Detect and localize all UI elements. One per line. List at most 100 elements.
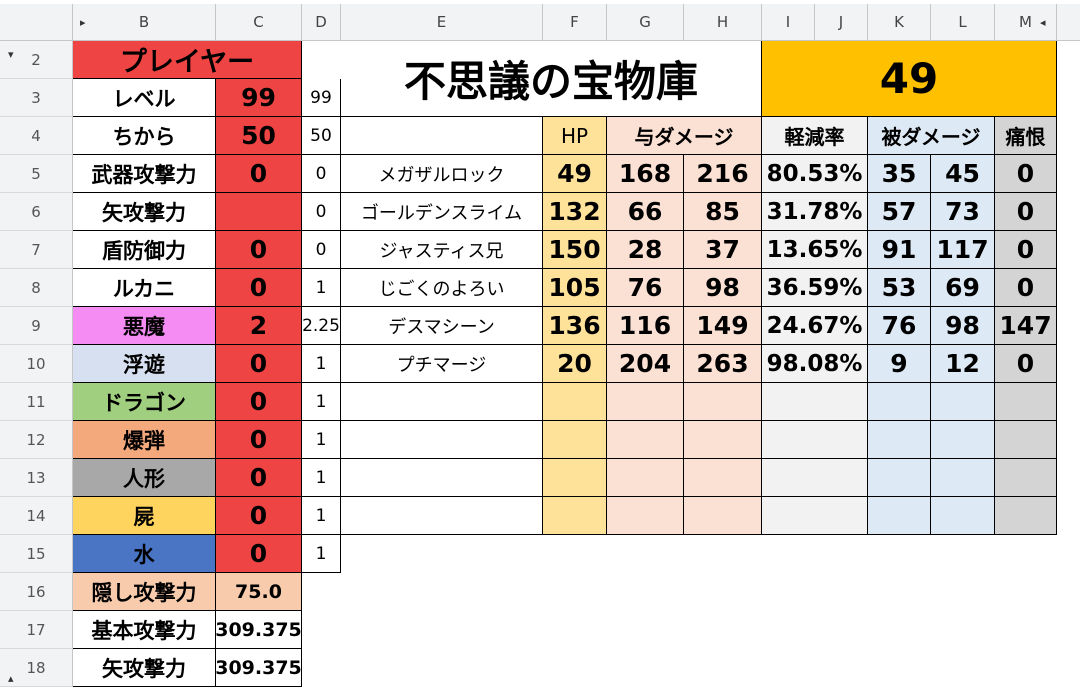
reduction-rate[interactable]: 36.59% bbox=[762, 269, 868, 307]
hidden-stat-label[interactable]: 矢攻撃力 bbox=[73, 649, 216, 687]
pain-damage[interactable] bbox=[995, 459, 1057, 497]
stat-value[interactable]: 2 bbox=[216, 307, 302, 345]
stat-value[interactable]: 0 bbox=[216, 155, 302, 193]
header-pain[interactable]: 痛恨 bbox=[995, 117, 1057, 155]
stat-multiplier[interactable]: 1 bbox=[302, 383, 341, 421]
column-header-f[interactable]: F bbox=[543, 4, 607, 41]
enemy-name[interactable] bbox=[341, 497, 543, 535]
row-header-8[interactable]: 8 bbox=[0, 269, 73, 307]
pain-damage[interactable]: 0 bbox=[995, 345, 1057, 383]
reduction-rate[interactable] bbox=[762, 383, 868, 421]
enemy-hp[interactable] bbox=[543, 421, 607, 459]
pain-damage[interactable]: 147 bbox=[995, 307, 1057, 345]
taken-min[interactable] bbox=[868, 459, 931, 497]
enemy-hp[interactable] bbox=[543, 459, 607, 497]
row-header-18[interactable]: 18 bbox=[0, 649, 73, 687]
row-header-16[interactable]: 16 bbox=[0, 573, 73, 611]
row-header-10[interactable]: 10 bbox=[0, 345, 73, 383]
reduction-rate[interactable] bbox=[762, 421, 868, 459]
stat-label[interactable]: ドラゴン bbox=[73, 383, 216, 421]
stat-multiplier[interactable]: 1 bbox=[302, 269, 341, 307]
damage-min[interactable]: 116 bbox=[607, 307, 684, 345]
enemy-name[interactable] bbox=[341, 421, 543, 459]
enemy-name[interactable]: デスマシーン bbox=[341, 307, 543, 345]
enemy-name[interactable]: プチマージ bbox=[341, 345, 543, 383]
stat-multiplier[interactable]: 1 bbox=[302, 421, 341, 459]
column-header-e[interactable]: E bbox=[341, 4, 543, 41]
enemy-hp[interactable] bbox=[543, 497, 607, 535]
stat-label[interactable]: 矢攻撃力 bbox=[73, 193, 216, 231]
collapse-row-arrow-icon[interactable]: ▾ bbox=[8, 48, 14, 61]
row-header-2[interactable]: 2 bbox=[0, 41, 73, 79]
stat-multiplier[interactable]: 1 bbox=[302, 345, 341, 383]
stat-label[interactable]: ルカニ bbox=[73, 269, 216, 307]
taken-min[interactable]: 53 bbox=[868, 269, 931, 307]
scroll-right-arrow-icon[interactable]: ◂ bbox=[1040, 16, 1046, 29]
taken-max[interactable]: 45 bbox=[931, 155, 995, 193]
taken-max[interactable]: 98 bbox=[931, 307, 995, 345]
row-header-9[interactable]: 9 bbox=[0, 307, 73, 345]
stat-value[interactable]: 0 bbox=[216, 497, 302, 535]
taken-max[interactable] bbox=[931, 383, 995, 421]
reduction-rate[interactable]: 98.08% bbox=[762, 345, 868, 383]
hidden-stat-value[interactable]: 309.375 bbox=[216, 649, 302, 687]
damage-max[interactable] bbox=[684, 459, 762, 497]
row-header-11[interactable]: 11 bbox=[0, 383, 73, 421]
column-header-i[interactable]: I bbox=[762, 4, 815, 41]
damage-max[interactable]: 216 bbox=[684, 155, 762, 193]
stat-multiplier[interactable]: 1 bbox=[302, 497, 341, 535]
row-header-4[interactable]: 4 bbox=[0, 117, 73, 155]
taken-max[interactable] bbox=[931, 497, 995, 535]
enemy-name[interactable]: ジャスティス兄 bbox=[341, 231, 543, 269]
stat-multiplier[interactable]: 1 bbox=[302, 535, 341, 573]
taken-max[interactable] bbox=[931, 459, 995, 497]
taken-min[interactable] bbox=[868, 497, 931, 535]
pain-damage[interactable]: 0 bbox=[995, 231, 1057, 269]
stat-label[interactable]: 爆弾 bbox=[73, 421, 216, 459]
header-taken[interactable]: 被ダメージ bbox=[868, 117, 995, 155]
stat-multiplier[interactable]: 50 bbox=[302, 117, 341, 155]
row-header-17[interactable]: 17 bbox=[0, 611, 73, 649]
row-header-3[interactable]: 3 bbox=[0, 79, 73, 117]
damage-max[interactable]: 98 bbox=[684, 269, 762, 307]
player-header[interactable]: プレイヤー bbox=[73, 41, 302, 79]
row-header-13[interactable]: 13 bbox=[0, 459, 73, 497]
stat-value[interactable]: 0 bbox=[216, 269, 302, 307]
reduction-rate[interactable] bbox=[762, 459, 868, 497]
stat-label[interactable]: レベル bbox=[73, 79, 216, 117]
pain-damage[interactable] bbox=[995, 421, 1057, 459]
scroll-left-arrow-icon[interactable]: ▸ bbox=[80, 16, 86, 29]
pain-damage[interactable] bbox=[995, 383, 1057, 421]
row-header-6[interactable]: 6 bbox=[0, 193, 73, 231]
pain-damage[interactable]: 0 bbox=[995, 155, 1057, 193]
enemy-hp[interactable]: 132 bbox=[543, 193, 607, 231]
damage-min[interactable]: 66 bbox=[607, 193, 684, 231]
damage-min[interactable]: 168 bbox=[607, 155, 684, 193]
row-header-12[interactable]: 12 bbox=[0, 421, 73, 459]
enemy-hp[interactable]: 136 bbox=[543, 307, 607, 345]
damage-max[interactable] bbox=[684, 383, 762, 421]
expand-row-arrow-icon[interactable]: ▴ bbox=[8, 672, 14, 685]
stat-value[interactable]: 0 bbox=[216, 535, 302, 573]
header-damage[interactable]: 与ダメージ bbox=[607, 117, 762, 155]
damage-min[interactable]: 28 bbox=[607, 231, 684, 269]
pain-damage[interactable]: 0 bbox=[995, 193, 1057, 231]
stat-multiplier[interactable]: 0 bbox=[302, 231, 341, 269]
column-header-l[interactable]: L bbox=[931, 4, 995, 41]
dungeon-title[interactable]: 不思議の宝物庫 bbox=[341, 41, 762, 117]
enemy-name[interactable] bbox=[341, 459, 543, 497]
pain-damage[interactable]: 0 bbox=[995, 269, 1057, 307]
reduction-rate[interactable]: 13.65% bbox=[762, 231, 868, 269]
enemy-name[interactable]: メガザルロック bbox=[341, 155, 543, 193]
taken-min[interactable]: 91 bbox=[868, 231, 931, 269]
enemy-hp[interactable]: 105 bbox=[543, 269, 607, 307]
stat-multiplier[interactable]: 2.25 bbox=[302, 307, 341, 345]
damage-max[interactable]: 149 bbox=[684, 307, 762, 345]
pain-damage[interactable] bbox=[995, 497, 1057, 535]
hidden-stat-value[interactable]: 309.375 bbox=[216, 611, 302, 649]
taken-min[interactable] bbox=[868, 383, 931, 421]
damage-max[interactable]: 85 bbox=[684, 193, 762, 231]
damage-max[interactable] bbox=[684, 497, 762, 535]
enemy-name[interactable]: ゴールデンスライム bbox=[341, 193, 543, 231]
taken-max[interactable] bbox=[931, 421, 995, 459]
